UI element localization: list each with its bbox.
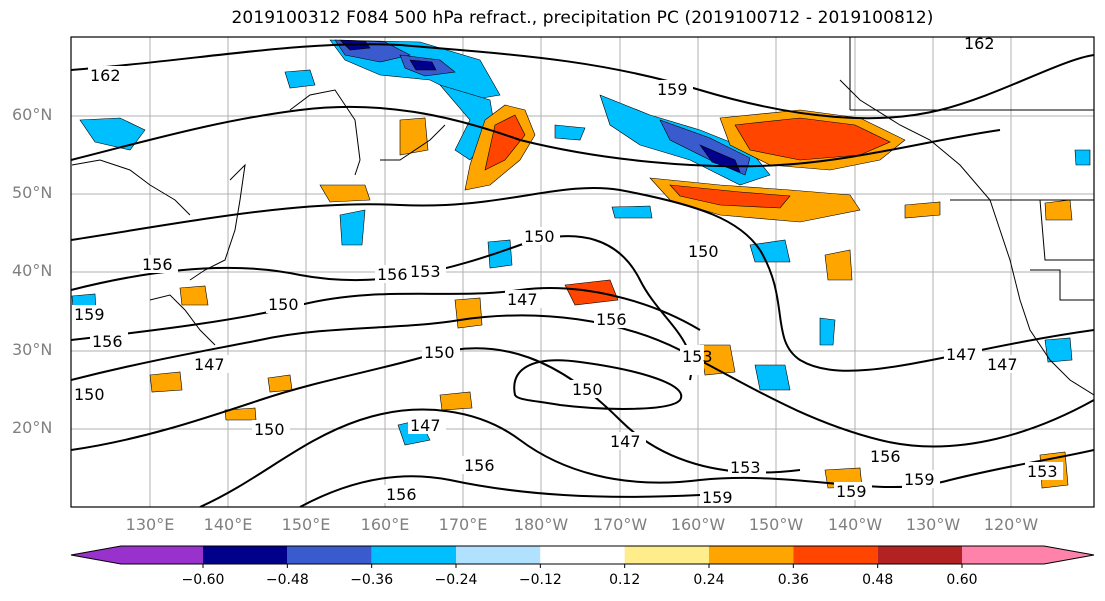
contour-label-147-e: 147	[946, 345, 977, 364]
lon-label-160w: 160°W	[670, 515, 726, 534]
colorbar-tick-label: −0.36	[350, 572, 394, 588]
colorbar-tick-label: 0.60	[946, 572, 978, 588]
contour-label-150: 150	[268, 295, 299, 314]
contour-label-162: 162	[90, 66, 121, 85]
map-frame	[70, 36, 1095, 508]
lon-label-140w: 140°W	[827, 515, 883, 534]
map-panel: 162 162 156 147 150 156 153 150 147 156 …	[70, 34, 1095, 508]
colorbar-segment	[877, 546, 962, 564]
colorbar-segment	[287, 546, 372, 564]
colorbar-segment	[203, 546, 288, 564]
contour-label-147-b: 147	[507, 290, 538, 309]
colorbar-segment	[540, 546, 625, 564]
colorbar-tick-label: −0.48	[265, 572, 309, 588]
precip-negative-fills	[71, 39, 1091, 446]
colorbar-segment	[962, 546, 1094, 564]
contour-label-156-f: 156	[870, 447, 901, 466]
contour-label-153: 153	[410, 262, 441, 281]
lat-label-30n: 30°N	[12, 340, 53, 359]
contour-label-147: 147	[194, 355, 225, 374]
contour-label-159-b: 159	[836, 482, 867, 501]
contour-label-156-b: 156	[377, 265, 408, 284]
lat-label-50n: 50°N	[12, 183, 53, 202]
colorbar-tick-label: −0.60	[181, 572, 225, 588]
contour-label-150-c: 150	[424, 343, 455, 362]
colorbar-tick-label: −0.12	[518, 572, 562, 588]
lon-label-130e: 130°E	[125, 515, 175, 534]
colorbar-tick-label: 0.12	[609, 572, 641, 588]
contour-label-150-g: 150	[74, 385, 105, 404]
contour-label-156-e: 156	[386, 485, 417, 504]
lat-label-60n: 60°N	[12, 105, 53, 124]
contour-label-159-e: 159	[657, 80, 688, 99]
colorbar-segment	[371, 546, 456, 564]
contour-label-147-c: 147	[410, 416, 441, 435]
lon-label-150w: 150°W	[748, 515, 804, 534]
colorbar-outline	[70, 545, 1095, 565]
map-title: 2019100312 F084 500 hPa refract., precip…	[231, 8, 934, 28]
contour-label-150-f: 150	[688, 242, 719, 261]
lon-label-170w: 170°W	[592, 515, 648, 534]
lon-label-120w: 120°W	[983, 515, 1039, 534]
colorbar-segment	[793, 546, 878, 564]
contour-label-156-g: 156	[142, 255, 173, 274]
contour-label-153-b: 153	[682, 347, 713, 366]
lat-label-20n: 20°N	[12, 418, 53, 437]
colorbar-tick-label: 0.24	[693, 572, 725, 588]
contour-labels: 162 162 156 147 150 156 153 150 147 156 …	[72, 34, 1063, 507]
contour-label-156: 156	[92, 332, 123, 351]
contour-label-150-b: 150	[524, 227, 555, 246]
contour-label-162-b: 162	[964, 34, 995, 53]
colorbar-tick-label: −0.24	[434, 572, 478, 588]
lat-label-40n: 40°N	[12, 261, 53, 280]
colorbar-segment	[709, 546, 794, 564]
contour-label-150-d: 150	[572, 380, 603, 399]
lon-label-140e: 140°E	[203, 515, 253, 534]
contour-label-147-d: 147	[610, 432, 641, 451]
contour-label-159-d: 159	[74, 305, 105, 324]
colorbar-segment	[71, 546, 203, 564]
colorbar-tick-label: 0.36	[777, 572, 809, 588]
contour-label-159-c: 159	[904, 470, 935, 489]
colorbar-segment	[456, 546, 541, 564]
contour-label-156-d: 156	[464, 456, 495, 475]
coastlines	[71, 37, 1094, 396]
lon-label-130w: 130°W	[905, 515, 961, 534]
lon-label-160e: 160°E	[360, 515, 410, 534]
lon-label-170e: 170°E	[438, 515, 488, 534]
contour-label-153-d: 153	[1027, 462, 1058, 481]
contour-label-153-c: 153	[730, 458, 761, 477]
contour-label-156-c: 156	[596, 310, 627, 329]
contour-label-147-f: 147	[987, 355, 1018, 374]
colorbar-segment	[624, 546, 709, 564]
lon-label-180w: 180°W	[513, 515, 569, 534]
colorbar-tick-label: 0.48	[862, 572, 894, 588]
contour-label-150-e: 150	[254, 420, 285, 439]
lon-label-150e: 150°E	[281, 515, 331, 534]
contour-label-159: 159	[702, 488, 733, 507]
